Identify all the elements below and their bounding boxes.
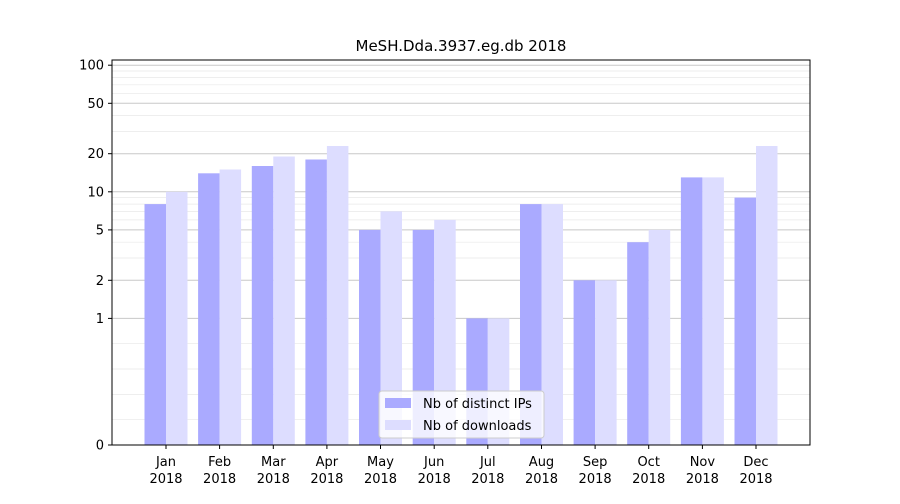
legend-box bbox=[378, 390, 545, 439]
y-tick-label: 5 bbox=[96, 223, 104, 238]
y-tick-label: 10 bbox=[87, 185, 104, 200]
bar-distinct-ips bbox=[680, 177, 703, 445]
x-tick-label-month: Feb bbox=[208, 455, 231, 470]
legend-label-distinct-ips: Nb of distinct IPs bbox=[423, 397, 532, 412]
x-tick-label-month: Jan bbox=[155, 455, 176, 470]
bar-distinct-ips bbox=[144, 204, 166, 445]
legend-label-downloads: Nb of downloads bbox=[423, 419, 532, 434]
bar-downloads bbox=[541, 204, 563, 445]
bar-downloads bbox=[219, 169, 242, 445]
x-tick-label-month: Aug bbox=[529, 455, 554, 470]
x-tick-label-month: Mar bbox=[261, 455, 286, 470]
bar-distinct-ips bbox=[627, 242, 649, 445]
x-tick-label-month: Nov bbox=[690, 455, 716, 470]
bar-distinct-ips bbox=[251, 166, 274, 445]
x-tick-label-year: 2018 bbox=[149, 472, 182, 487]
bar-distinct-ips bbox=[305, 159, 327, 445]
bars bbox=[144, 146, 778, 446]
plot-frame bbox=[111, 59, 811, 446]
legend-swatch-distinct-ips bbox=[385, 398, 411, 408]
x-tick-label-year: 2018 bbox=[739, 472, 772, 487]
y-tick-label: 1 bbox=[96, 312, 104, 327]
y-tick-label: 100 bbox=[79, 59, 104, 74]
bar-downloads bbox=[273, 156, 295, 445]
x-tick-label-year: 2018 bbox=[471, 472, 504, 487]
x-tick-label-year: 2018 bbox=[257, 472, 290, 487]
bar-distinct-ips bbox=[359, 229, 381, 445]
x-tick-label-month: Dec bbox=[743, 455, 768, 470]
y-tick-label: 50 bbox=[87, 97, 104, 112]
bar-downloads bbox=[595, 280, 617, 445]
bar-downloads bbox=[166, 191, 188, 445]
x-tick-label-year: 2018 bbox=[203, 472, 236, 487]
x-tick-label-month: Apr bbox=[316, 455, 339, 470]
x-tick-label-month: Sep bbox=[583, 455, 608, 470]
bar-distinct-ips bbox=[734, 197, 756, 445]
x-tick-label-year: 2018 bbox=[310, 472, 343, 487]
x-tick-label-month: Oct bbox=[637, 455, 659, 470]
legend-swatch-downloads bbox=[385, 420, 411, 430]
chart-title: MeSH.Dda.3937.eg.db 2018 bbox=[356, 37, 567, 55]
bar-downloads bbox=[756, 146, 778, 445]
y-tick-label: 0 bbox=[96, 439, 104, 454]
y-axis-ticks: 0 1 2 5 10 20 50 100 bbox=[79, 59, 112, 454]
x-axis-ticks: Jan 2018 Feb 2018 Mar 2018 Apr 2018 May 2018 Jun 20… bbox=[149, 445, 773, 487]
x-tick-label-month: Jul bbox=[479, 455, 496, 470]
y-tick-label: 20 bbox=[87, 147, 104, 162]
bar-downloads bbox=[702, 177, 724, 445]
bar-distinct-ips bbox=[573, 280, 596, 445]
bar-downloads bbox=[326, 146, 349, 445]
x-tick-label-month: Jun bbox=[423, 455, 444, 470]
x-tick-label-year: 2018 bbox=[632, 472, 665, 487]
y-tick-label: 2 bbox=[96, 274, 104, 289]
bar-distinct-ips bbox=[198, 173, 220, 446]
x-tick-label-year: 2018 bbox=[686, 472, 719, 487]
x-tick-label-year: 2018 bbox=[418, 472, 451, 487]
legend: Nb of distinct IPs Nb of downloads bbox=[378, 390, 545, 439]
x-tick-label-year: 2018 bbox=[525, 472, 558, 487]
bar-downloads bbox=[434, 219, 456, 445]
x-tick-label-year: 2018 bbox=[579, 472, 612, 487]
x-tick-label-year: 2018 bbox=[364, 472, 397, 487]
bar-distinct-ips bbox=[520, 204, 542, 445]
bar-downloads bbox=[648, 229, 671, 445]
x-tick-label-month: May bbox=[367, 455, 394, 470]
bar-downloads bbox=[380, 211, 402, 445]
